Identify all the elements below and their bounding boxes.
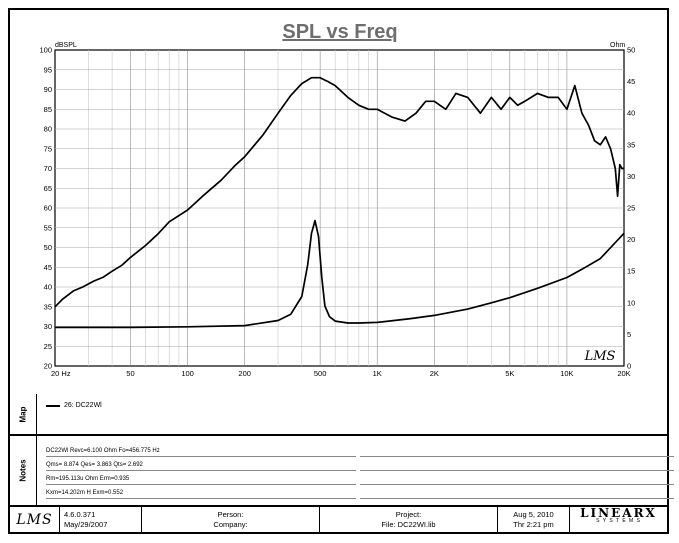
software-version: 4.6.0.371 [64, 510, 96, 519]
notes-panel: Notes DC22Wl Revc=6.100 Ohm Fo=456.775 H… [8, 436, 674, 507]
spl-curve [54, 76, 624, 308]
spl-vs-freq-chart: 20 25 30 35 40 45 50 55 60 65 70 75 80 85 90 95 100 0 5 10 1… [39, 21, 635, 379]
left-tick-label: 60 [44, 204, 52, 213]
note-line-4: Kxm=14.202m H Exm=0.552 [46, 488, 356, 499]
left-tick-label: 75 [44, 144, 52, 153]
right-tick-label: 20 [627, 235, 635, 244]
footer-brand-cell: LINEARX S Y S T E M S [570, 507, 667, 532]
footer-logo-cell: LMS [10, 507, 60, 532]
right-tick-label: 0 [627, 362, 631, 371]
left-tick-label: 55 [44, 223, 52, 232]
note-line-3: Rm=195.113u Ohm Erm=0.935 [46, 474, 356, 485]
person-label: Person: [217, 510, 244, 519]
report-time: Thr 2:21 pm [513, 520, 554, 529]
chart-curves [54, 76, 625, 329]
note-line-1: DC22Wl Revc=6.100 Ohm Fo=456.775 Hz [46, 446, 356, 457]
x-tick-label: 5K [505, 369, 514, 378]
right-tick-label: 35 [627, 140, 635, 149]
right-tick-label: 25 [627, 204, 635, 213]
chart-axes: 20 25 30 35 40 45 50 55 60 65 70 75 80 85 90 95 100 0 5 10 1… [39, 46, 635, 379]
left-tick-label: 40 [44, 283, 52, 292]
right-tick-label: 30 [627, 172, 635, 181]
right-tick-label: 45 [627, 77, 635, 86]
right-tick-label: 5 [627, 330, 631, 339]
left-tick-label: 30 [44, 322, 52, 331]
lms-logo: LMS [16, 511, 53, 528]
x-tick-label: 500 [314, 369, 327, 378]
map-side-label: Map [10, 394, 37, 434]
report-date: Aug 5, 2010 [513, 510, 554, 519]
map-legend-entry[interactable]: 26: DC22Wl [46, 402, 102, 409]
right-tick-label: 10 [627, 298, 635, 307]
project-label: Project: [395, 510, 422, 519]
footer-panel: LMS 4.6.0.371 May/29/2007 Person: Compan… [8, 507, 669, 534]
legend-line-swatch [46, 404, 60, 407]
linearx-brand: LINEARX [580, 506, 657, 520]
left-tick-label: 90 [44, 85, 52, 94]
right-tick-label: 50 [627, 46, 635, 55]
software-date: May/29/2007 [64, 520, 108, 529]
notes-side-label: Notes [10, 436, 37, 505]
left-tick-label: 70 [44, 164, 52, 173]
x-tick-label: 20 Hz [51, 369, 71, 378]
x-tick-label: 1K [373, 369, 382, 378]
note-line-2: Qms= 8.874 Qes= 3.863 Qts= 2.692 [46, 460, 356, 471]
left-tick-label: 25 [44, 342, 52, 351]
chart-grid [54, 49, 625, 367]
x-tick-label: 10K [560, 369, 573, 378]
footer-version-cell: 4.6.0.371 May/29/2007 [60, 507, 142, 532]
left-tick-label: 100 [39, 46, 52, 55]
left-tick-label: 95 [44, 65, 52, 74]
note-rule-2 [360, 460, 674, 471]
x-tick-label: 100 [181, 369, 194, 378]
note-rule-4 [360, 488, 674, 499]
map-panel: Map 26: DC22Wl [8, 394, 669, 436]
x-tick-label: 2K [430, 369, 439, 378]
file-label: File: DC22WI.lib [381, 520, 436, 529]
x-tick-label: 50 [126, 369, 134, 378]
right-axis-label: Ohm [610, 42, 625, 49]
left-tick-label: 65 [44, 184, 52, 193]
footer-date-cell: Aug 5, 2010 Thr 2:21 pm [498, 507, 570, 532]
note-rule-1 [360, 446, 674, 457]
map-legend-text: 26: DC22Wl [64, 402, 102, 409]
chart-title: SPL vs Freq [282, 21, 397, 43]
left-tick-label: 80 [44, 125, 52, 134]
left-tick-label: 85 [44, 105, 52, 114]
company-label: Company: [213, 520, 248, 529]
left-tick-label: 20 [44, 362, 52, 371]
footer-person-cell: Person: Company: [142, 507, 320, 532]
left-axis-label: dBSPL [55, 42, 77, 49]
left-tick-label: 50 [44, 243, 52, 252]
impedance-curve [55, 219, 625, 329]
note-rule-3 [360, 474, 674, 485]
linearx-brand-sub: S Y S T E M S [596, 518, 641, 524]
chart-watermark: LMS [584, 349, 616, 364]
right-tick-label: 15 [627, 267, 635, 276]
x-tick-label: 200 [238, 369, 251, 378]
footer-project-cell: Project: File: DC22WI.lib [320, 507, 498, 532]
left-tick-label: 45 [44, 263, 52, 272]
right-tick-label: 40 [627, 109, 635, 118]
left-tick-label: 35 [44, 302, 52, 311]
x-tick-label: 20K [617, 369, 630, 378]
